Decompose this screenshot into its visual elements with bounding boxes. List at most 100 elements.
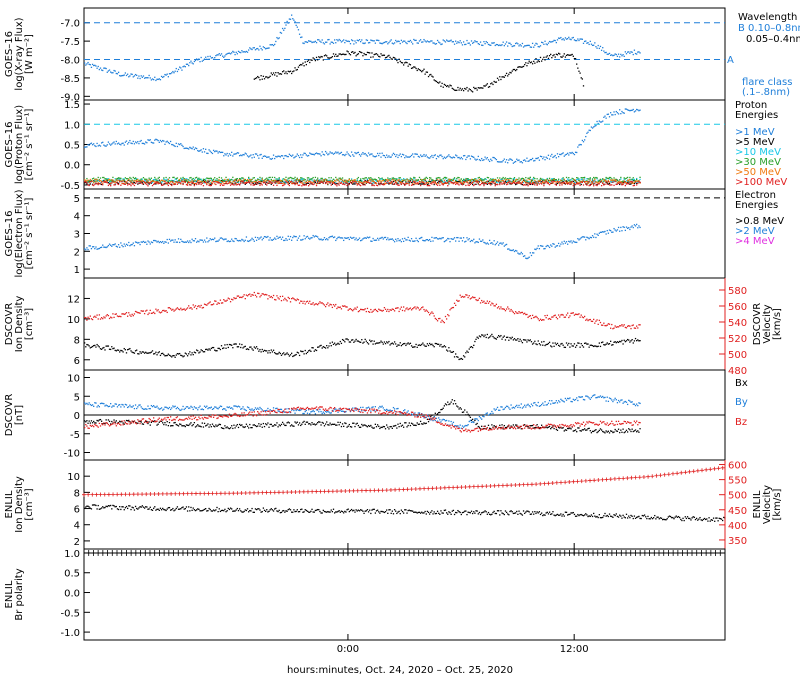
data-point [214,177,216,179]
data-point [608,176,611,179]
data-point [270,295,272,298]
data-point [580,144,582,146]
data-point [482,159,484,162]
data-point [422,181,424,184]
data-point [389,56,391,59]
data-point [539,182,542,184]
data-point [318,182,320,184]
data-point [236,180,239,182]
data-point [569,179,571,181]
data-point [597,122,599,125]
data-point [271,176,274,179]
data-point [205,241,207,243]
data-point [625,180,628,182]
data-point [147,77,149,79]
data-point [98,180,101,182]
data-point [596,178,598,180]
data-point [436,155,439,157]
data-point [252,238,254,241]
data-point [605,181,607,184]
data-point [338,177,340,179]
data-point [381,43,383,45]
data-point [614,229,616,231]
data-point [291,180,293,183]
data-point [203,239,206,241]
data-point [347,51,349,53]
data-point [445,180,448,182]
data-point [511,70,513,72]
data-point [340,41,343,43]
data-point [436,238,439,240]
data-point [562,243,564,245]
data-point [162,184,164,186]
data-point [460,89,462,91]
data-point [162,76,164,79]
data-point [208,239,210,242]
data-point [209,184,211,187]
data-point [360,184,362,187]
data-point [370,153,372,155]
data-point [268,47,270,49]
data-point [631,339,633,341]
data-point [105,246,107,249]
data-point [590,183,593,186]
data-point [617,341,620,344]
data-point [248,240,250,243]
data-point [274,74,276,76]
data-point [100,181,103,183]
data-point [199,60,201,63]
data-point [484,181,486,184]
data-point [293,70,295,72]
data-point [636,177,638,180]
data-point [185,183,188,186]
data-point [408,239,410,241]
data-point [341,53,344,55]
data-point [524,63,526,66]
data-point [478,184,481,186]
data-point [591,235,594,237]
data-point [194,177,197,179]
data-point [519,179,521,181]
data-point [508,180,510,182]
data-point [300,63,302,66]
data-point [293,19,295,21]
data-point [516,339,518,341]
data-point [183,308,185,310]
data-point [153,353,155,355]
data-point [294,183,296,186]
data-point [630,226,632,228]
data-point [554,246,556,248]
data-point [585,342,587,344]
data-point [539,45,542,47]
data-point [131,182,133,184]
data-point [573,179,576,182]
data-point [155,351,157,353]
data-point [514,339,517,341]
data-point [493,156,495,159]
data-point [226,299,228,301]
data-point [564,182,567,185]
data-point [579,346,581,348]
data-point [393,42,396,44]
data-point [499,161,501,163]
data-point [278,155,280,157]
data-point [317,178,319,181]
data-point [450,178,452,181]
data-point [554,178,556,181]
data-point [473,182,475,184]
data-point [554,342,556,344]
data-point [301,239,303,241]
data-point [379,152,381,155]
data-point [471,181,474,183]
data-point [594,179,596,182]
data-point [326,152,328,154]
data-point [453,237,456,239]
data-point [194,183,197,185]
data-point [176,180,179,182]
data-point [616,179,619,182]
data-point [553,155,555,158]
data-point [504,179,507,181]
data-point [183,181,185,183]
data-point [246,179,249,182]
